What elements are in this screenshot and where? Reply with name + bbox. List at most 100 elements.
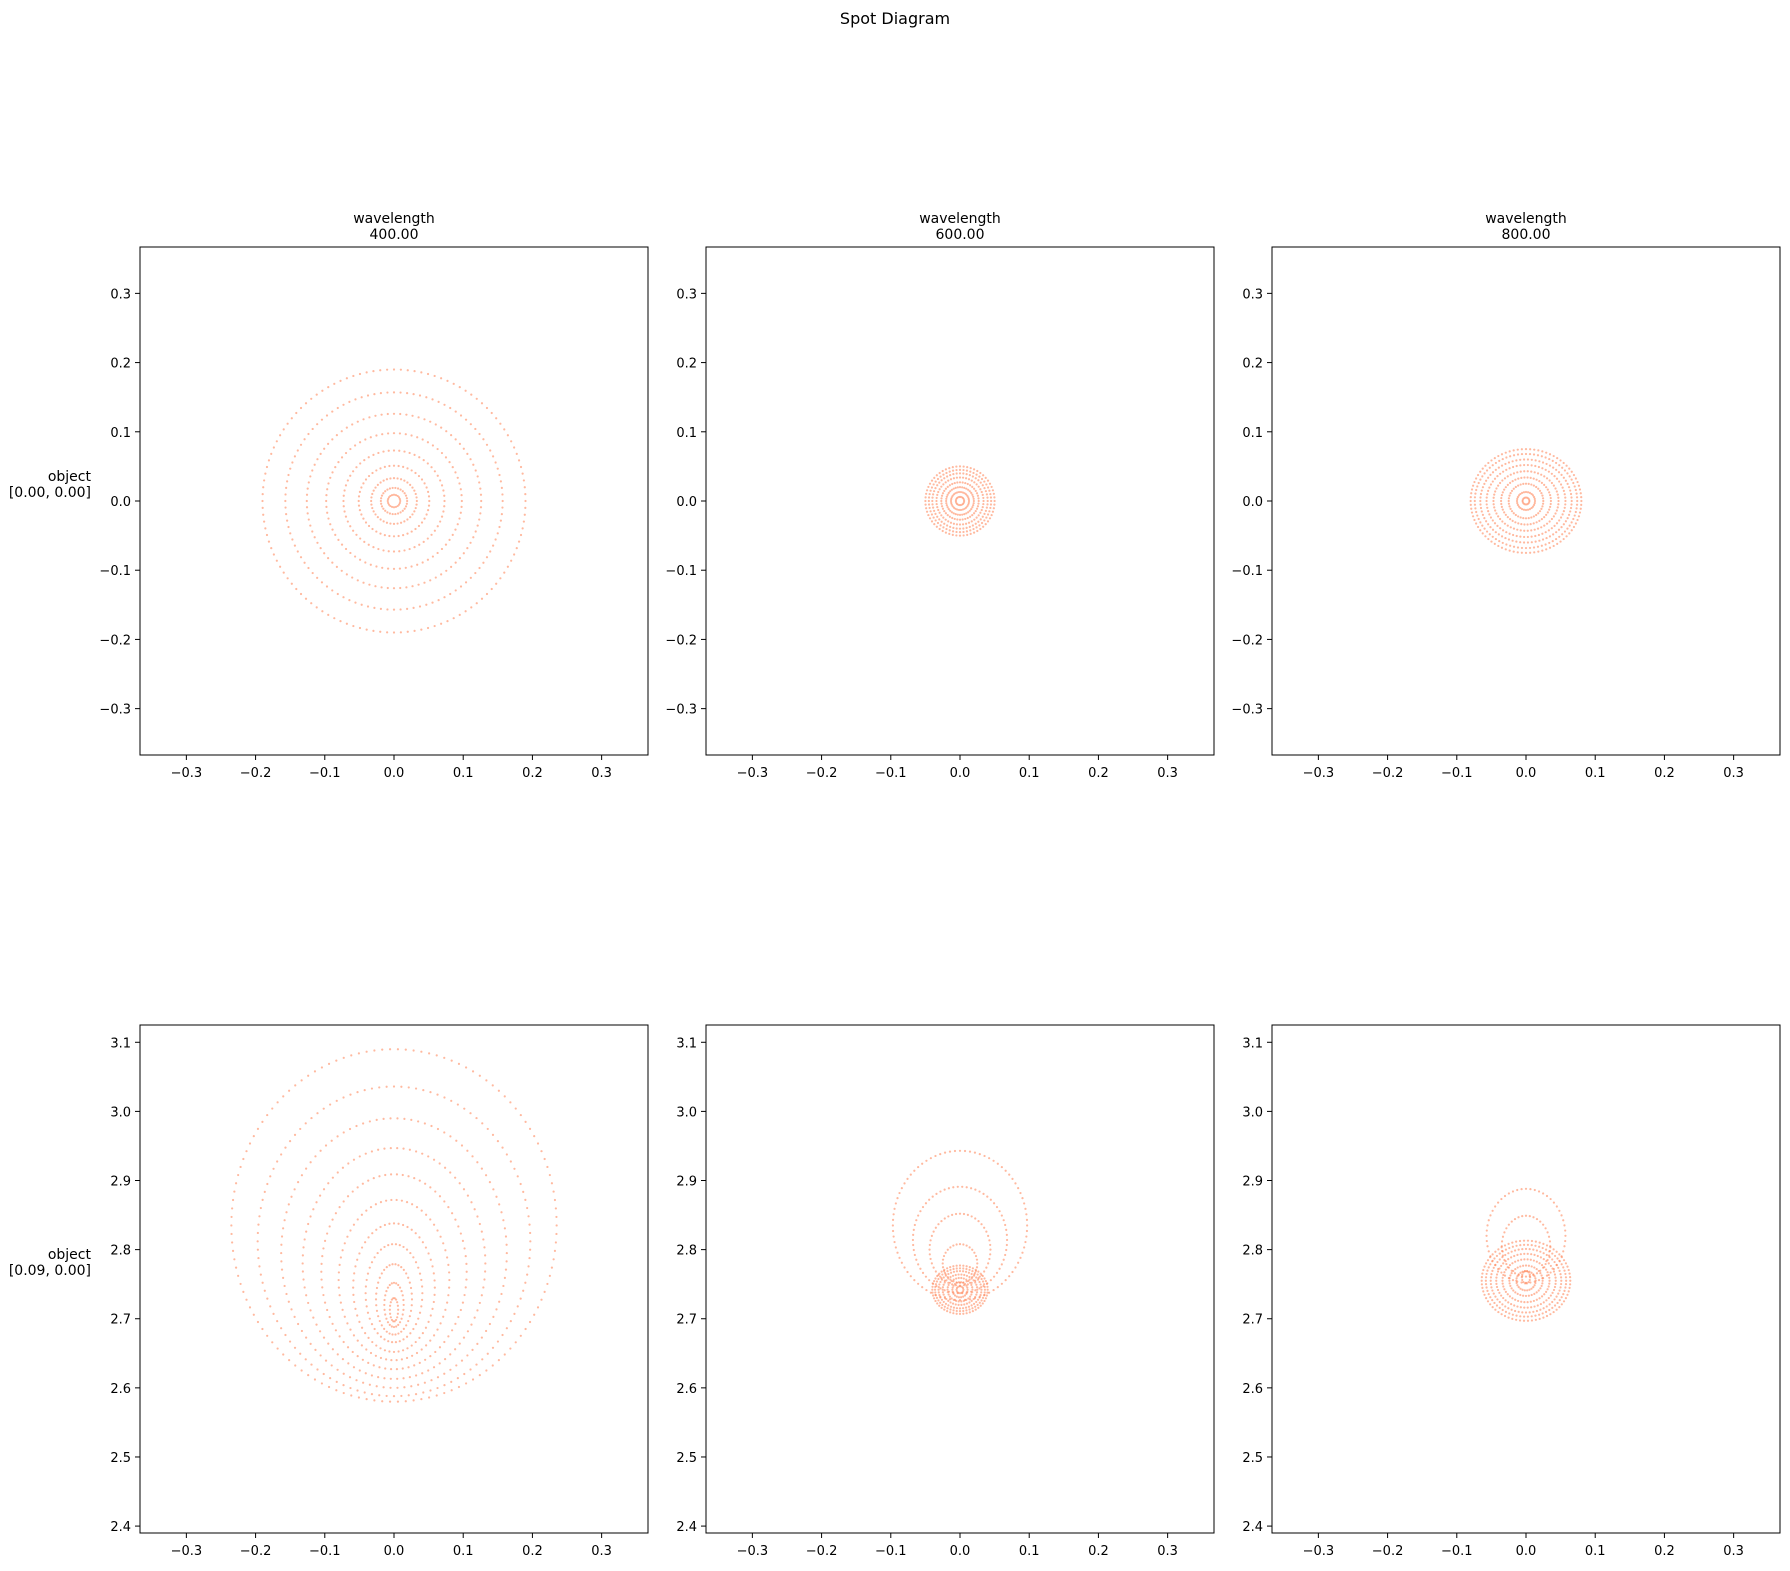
spot-point [1480,1279,1483,1282]
spot-point [900,1261,903,1264]
spot-point [1530,1315,1533,1318]
spot-point [950,498,953,501]
spot-point [412,1256,415,1259]
spot-point [1529,1188,1532,1191]
spot-point [940,479,943,482]
spot-point [948,1281,952,1284]
spot-point [1533,497,1536,501]
spot-point [320,1066,324,1069]
spot-point [1520,452,1524,456]
spot-point [405,497,408,500]
spot-point [386,499,389,503]
spot-point [1551,1291,1554,1294]
spot-point [1486,1269,1489,1272]
spot-point [319,547,322,550]
spot-point [964,1270,968,1273]
spot-point [1535,478,1538,481]
spot-point [1555,477,1559,480]
spot-point [1563,1245,1566,1248]
spot-point [989,1253,992,1256]
spot-point [1504,1310,1508,1313]
spot-point [944,518,947,521]
y-tick-label: 0.3 [110,287,131,302]
spot-point [989,1198,992,1201]
spot-point [309,1161,312,1164]
spot-point [449,592,452,596]
spot-point [1534,1314,1537,1317]
spot-point [965,473,968,476]
spot-point [392,464,396,467]
spot-point [1493,522,1497,525]
spot-point [382,520,385,523]
spot-point [349,1093,352,1096]
x-tick-label: −0.1 [309,766,341,781]
spot-point [301,1254,304,1257]
spot-point [1509,544,1512,547]
spot-point [946,1248,949,1251]
spot-point [522,1289,525,1292]
spot-point [1482,1290,1485,1293]
spot-point [465,1278,468,1281]
spot-point [305,1294,308,1297]
spot-point [1017,1261,1020,1264]
spot-point [440,573,443,576]
spot-point [1487,1250,1490,1253]
spot-point [940,497,943,500]
spot-point [1485,520,1488,523]
spot-point [370,503,373,506]
spot-point [402,1298,405,1302]
spot-point [381,1400,384,1403]
spot-point [1500,1246,1503,1249]
spot-point [356,1339,359,1342]
spot-point [939,1275,942,1278]
spot-point [1538,460,1541,463]
spot-point [1575,492,1578,495]
spot-point [368,1383,371,1386]
spot-point [966,516,969,520]
spot-point [350,1054,353,1057]
spot-point [469,1368,472,1371]
spot-point [960,1276,963,1280]
spot-point [1479,499,1482,503]
spot-point [1523,1258,1526,1261]
spot-point [1484,1283,1488,1286]
spot-point [943,1305,946,1308]
spot-point [925,507,928,510]
spot-point [371,506,374,510]
spot-point [395,1359,398,1362]
spot-point [1011,1177,1014,1180]
spot-point [479,487,482,490]
spot-point [1548,508,1551,511]
spot-point [533,1313,536,1316]
spot-point [941,507,945,510]
spot-point [503,1353,506,1356]
spot-point [348,1376,352,1379]
spot-point [399,499,402,503]
spot-point [943,1271,946,1274]
spot-point [937,1285,940,1289]
spot-point [938,1293,941,1297]
spot-point [951,1290,954,1293]
spot-point [1005,1243,1008,1247]
spot-point [426,372,430,376]
spot-point [1532,484,1535,487]
spot-point [373,1327,376,1331]
spot-point [941,1262,944,1265]
spot-point [443,505,446,508]
spot-point [1537,512,1540,515]
spot-point [1508,494,1511,497]
axes-frame [139,1024,649,1534]
spot-point [1483,482,1486,485]
spot-point [339,1301,342,1304]
spot-point [339,1256,342,1259]
spot-point [967,478,971,481]
spot-point [403,1117,406,1120]
spot-point [1510,1272,1513,1275]
spot-point [489,449,492,452]
spot-point [982,1192,985,1195]
x-tick-label: −0.3 [1303,766,1335,781]
spot-point [1493,457,1496,460]
spot-point [346,1195,350,1198]
spot-point [320,418,324,421]
